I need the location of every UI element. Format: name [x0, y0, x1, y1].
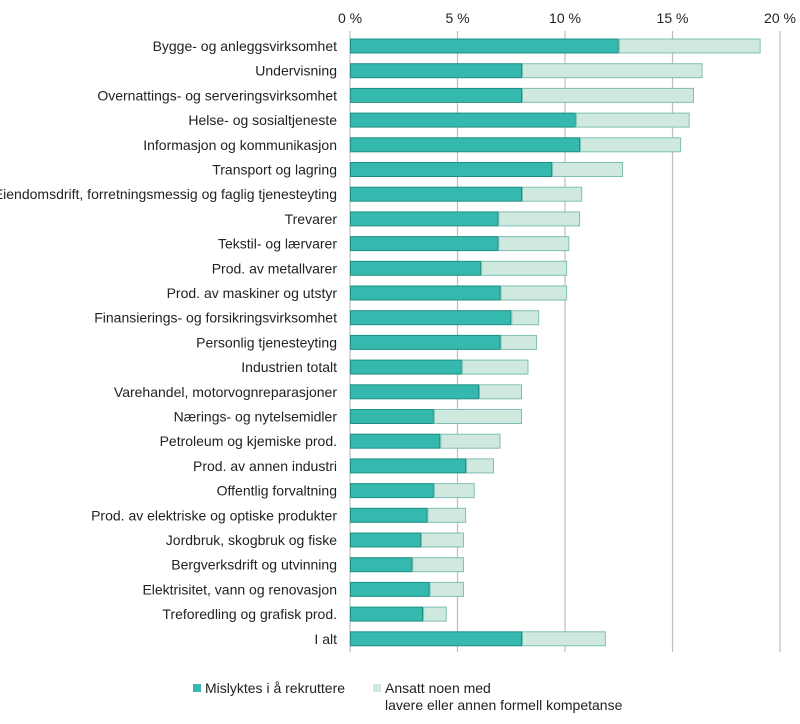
- bar-segment-ansatt: [433, 409, 523, 424]
- bar-segment-mislyktes: [350, 409, 434, 424]
- category-label: Prod. av annen industri: [193, 458, 337, 474]
- bar-segment-ansatt: [420, 532, 464, 548]
- legend-item-ansatt: Ansatt noen med lavere eller annen formel…: [373, 680, 622, 714]
- bar-segment-ansatt: [440, 433, 501, 449]
- bar-segment-mislyktes: [350, 186, 522, 202]
- bar-segment-mislyktes: [350, 236, 499, 252]
- legend-swatch-mislyktes: [193, 684, 201, 692]
- x-tick-label: 15 %: [657, 10, 689, 26]
- category-label: Offentlig forvaltning: [217, 483, 337, 499]
- bar-segment-ansatt: [498, 211, 581, 227]
- category-label: Eiendomsdrift, forretningsmessig og fagl…: [0, 186, 337, 202]
- bar-segment-mislyktes: [350, 137, 581, 153]
- bar-segment-mislyktes: [350, 384, 479, 400]
- bar-segment-mislyktes: [350, 532, 421, 548]
- bar-segment-mislyktes: [350, 285, 501, 301]
- x-tick-label: 10 %: [549, 10, 581, 26]
- bars: [350, 38, 761, 647]
- bar-segment-mislyktes: [350, 87, 522, 103]
- category-label: Petroleum og kjemiske prod.: [160, 433, 337, 449]
- bar-segment-mislyktes: [350, 581, 430, 597]
- bar-segment-mislyktes: [350, 334, 501, 350]
- category-label: I alt: [314, 631, 337, 647]
- category-label: Informasjon og kommunikasjon: [143, 137, 337, 153]
- bar-segment-ansatt: [433, 483, 475, 499]
- gridlines: [349, 31, 781, 652]
- bar-segment-mislyktes: [350, 606, 424, 622]
- bar-segment-ansatt: [429, 581, 464, 597]
- bar-segment-mislyktes: [350, 38, 619, 54]
- bar-segment-mislyktes: [350, 557, 413, 573]
- bar-segment-ansatt: [552, 162, 624, 177]
- category-label: Nærings- og nytelsemidler: [174, 409, 338, 425]
- category-label: Prod. av elektriske og optiske produkter: [91, 507, 337, 523]
- bar-segment-ansatt: [423, 606, 447, 622]
- bar-segment-ansatt: [618, 38, 761, 54]
- legend-item-mislyktes: Mislyktes i å rekruttere: [193, 680, 345, 697]
- bar-segment-ansatt: [466, 458, 495, 474]
- bar-segment-mislyktes: [350, 112, 576, 128]
- category-label: Prod. av maskiner og utstyr: [167, 285, 338, 301]
- x-tick-label: 20 %: [764, 10, 796, 26]
- bar-segment-ansatt: [498, 236, 570, 252]
- bar-segment-mislyktes: [350, 458, 467, 474]
- bar-segment-mislyktes: [350, 359, 462, 375]
- bar-segment-ansatt: [522, 87, 694, 103]
- bar-segment-ansatt: [481, 260, 568, 276]
- category-label: Personlig tjenesteyting: [196, 334, 337, 350]
- category-label: Industrien totalt: [241, 359, 337, 375]
- category-label: Overnattings- og serveringsvirksomhet: [97, 87, 337, 103]
- bar-segment-mislyktes: [350, 631, 522, 647]
- bar-segment-ansatt: [412, 557, 464, 573]
- bar-segment-mislyktes: [350, 211, 499, 227]
- bar-segment-mislyktes: [350, 507, 428, 523]
- category-label: Bergverksdrift og utvinning: [171, 557, 337, 573]
- category-labels: Bygge- og anleggsvirksomhet Undervisning O…: [0, 38, 337, 647]
- bar-segment-mislyktes: [350, 483, 434, 499]
- bar-segment-ansatt: [580, 137, 682, 153]
- bar-segment-ansatt: [427, 507, 467, 523]
- bar-segment-mislyktes: [350, 162, 553, 177]
- category-label: Finansierings- og forsikringsvirksomhet: [94, 310, 337, 326]
- bar-segment-ansatt: [479, 384, 522, 400]
- x-tick-label: 0 %: [338, 10, 362, 26]
- category-label: Varehandel, motorvognreparasjoner: [114, 384, 337, 400]
- bar-segment-ansatt: [500, 285, 568, 301]
- category-label: Undervisning: [255, 63, 337, 79]
- bar-segment-ansatt: [522, 63, 703, 79]
- legend-label-ansatt-line1: Ansatt noen med: [385, 680, 491, 696]
- legend-label-ansatt-line2: lavere eller annen formell kompetanse: [385, 697, 623, 713]
- category-label: Transport og lagring: [212, 162, 337, 178]
- bar-segment-ansatt: [522, 631, 606, 647]
- bar-segment-mislyktes: [350, 260, 482, 276]
- bar-segment-ansatt: [511, 310, 540, 326]
- bar-segment-ansatt: [575, 112, 690, 128]
- bar-segment-ansatt: [500, 334, 538, 350]
- x-tick-label: 5 %: [445, 10, 469, 26]
- category-label: Trevarer: [285, 211, 338, 227]
- category-label: Prod. av metallvarer: [212, 260, 338, 276]
- legend-swatch-ansatt: [373, 684, 381, 692]
- category-label: Treforedling og grafisk prod.: [162, 606, 337, 622]
- bar-segment-ansatt: [461, 359, 529, 375]
- category-label: Tekstil- og lærvarer: [218, 236, 337, 252]
- x-axis-tick-labels: 0 % 5 % 10 % 15 % 20 %: [338, 10, 796, 26]
- bar-segment-ansatt: [522, 186, 583, 202]
- category-label: Elektrisitet, vann og renovasjon: [142, 581, 337, 597]
- category-label: Bygge- og anleggsvirksomhet: [153, 38, 338, 54]
- legend-label-mislyktes: Mislyktes i å rekruttere: [205, 680, 346, 696]
- bar-segment-mislyktes: [350, 63, 522, 79]
- category-label: Helse- og sosialtjeneste: [188, 112, 337, 128]
- category-label: Jordbruk, skogbruk og fiske: [166, 532, 337, 548]
- bar-segment-mislyktes: [350, 433, 441, 449]
- bar-segment-mislyktes: [350, 310, 512, 326]
